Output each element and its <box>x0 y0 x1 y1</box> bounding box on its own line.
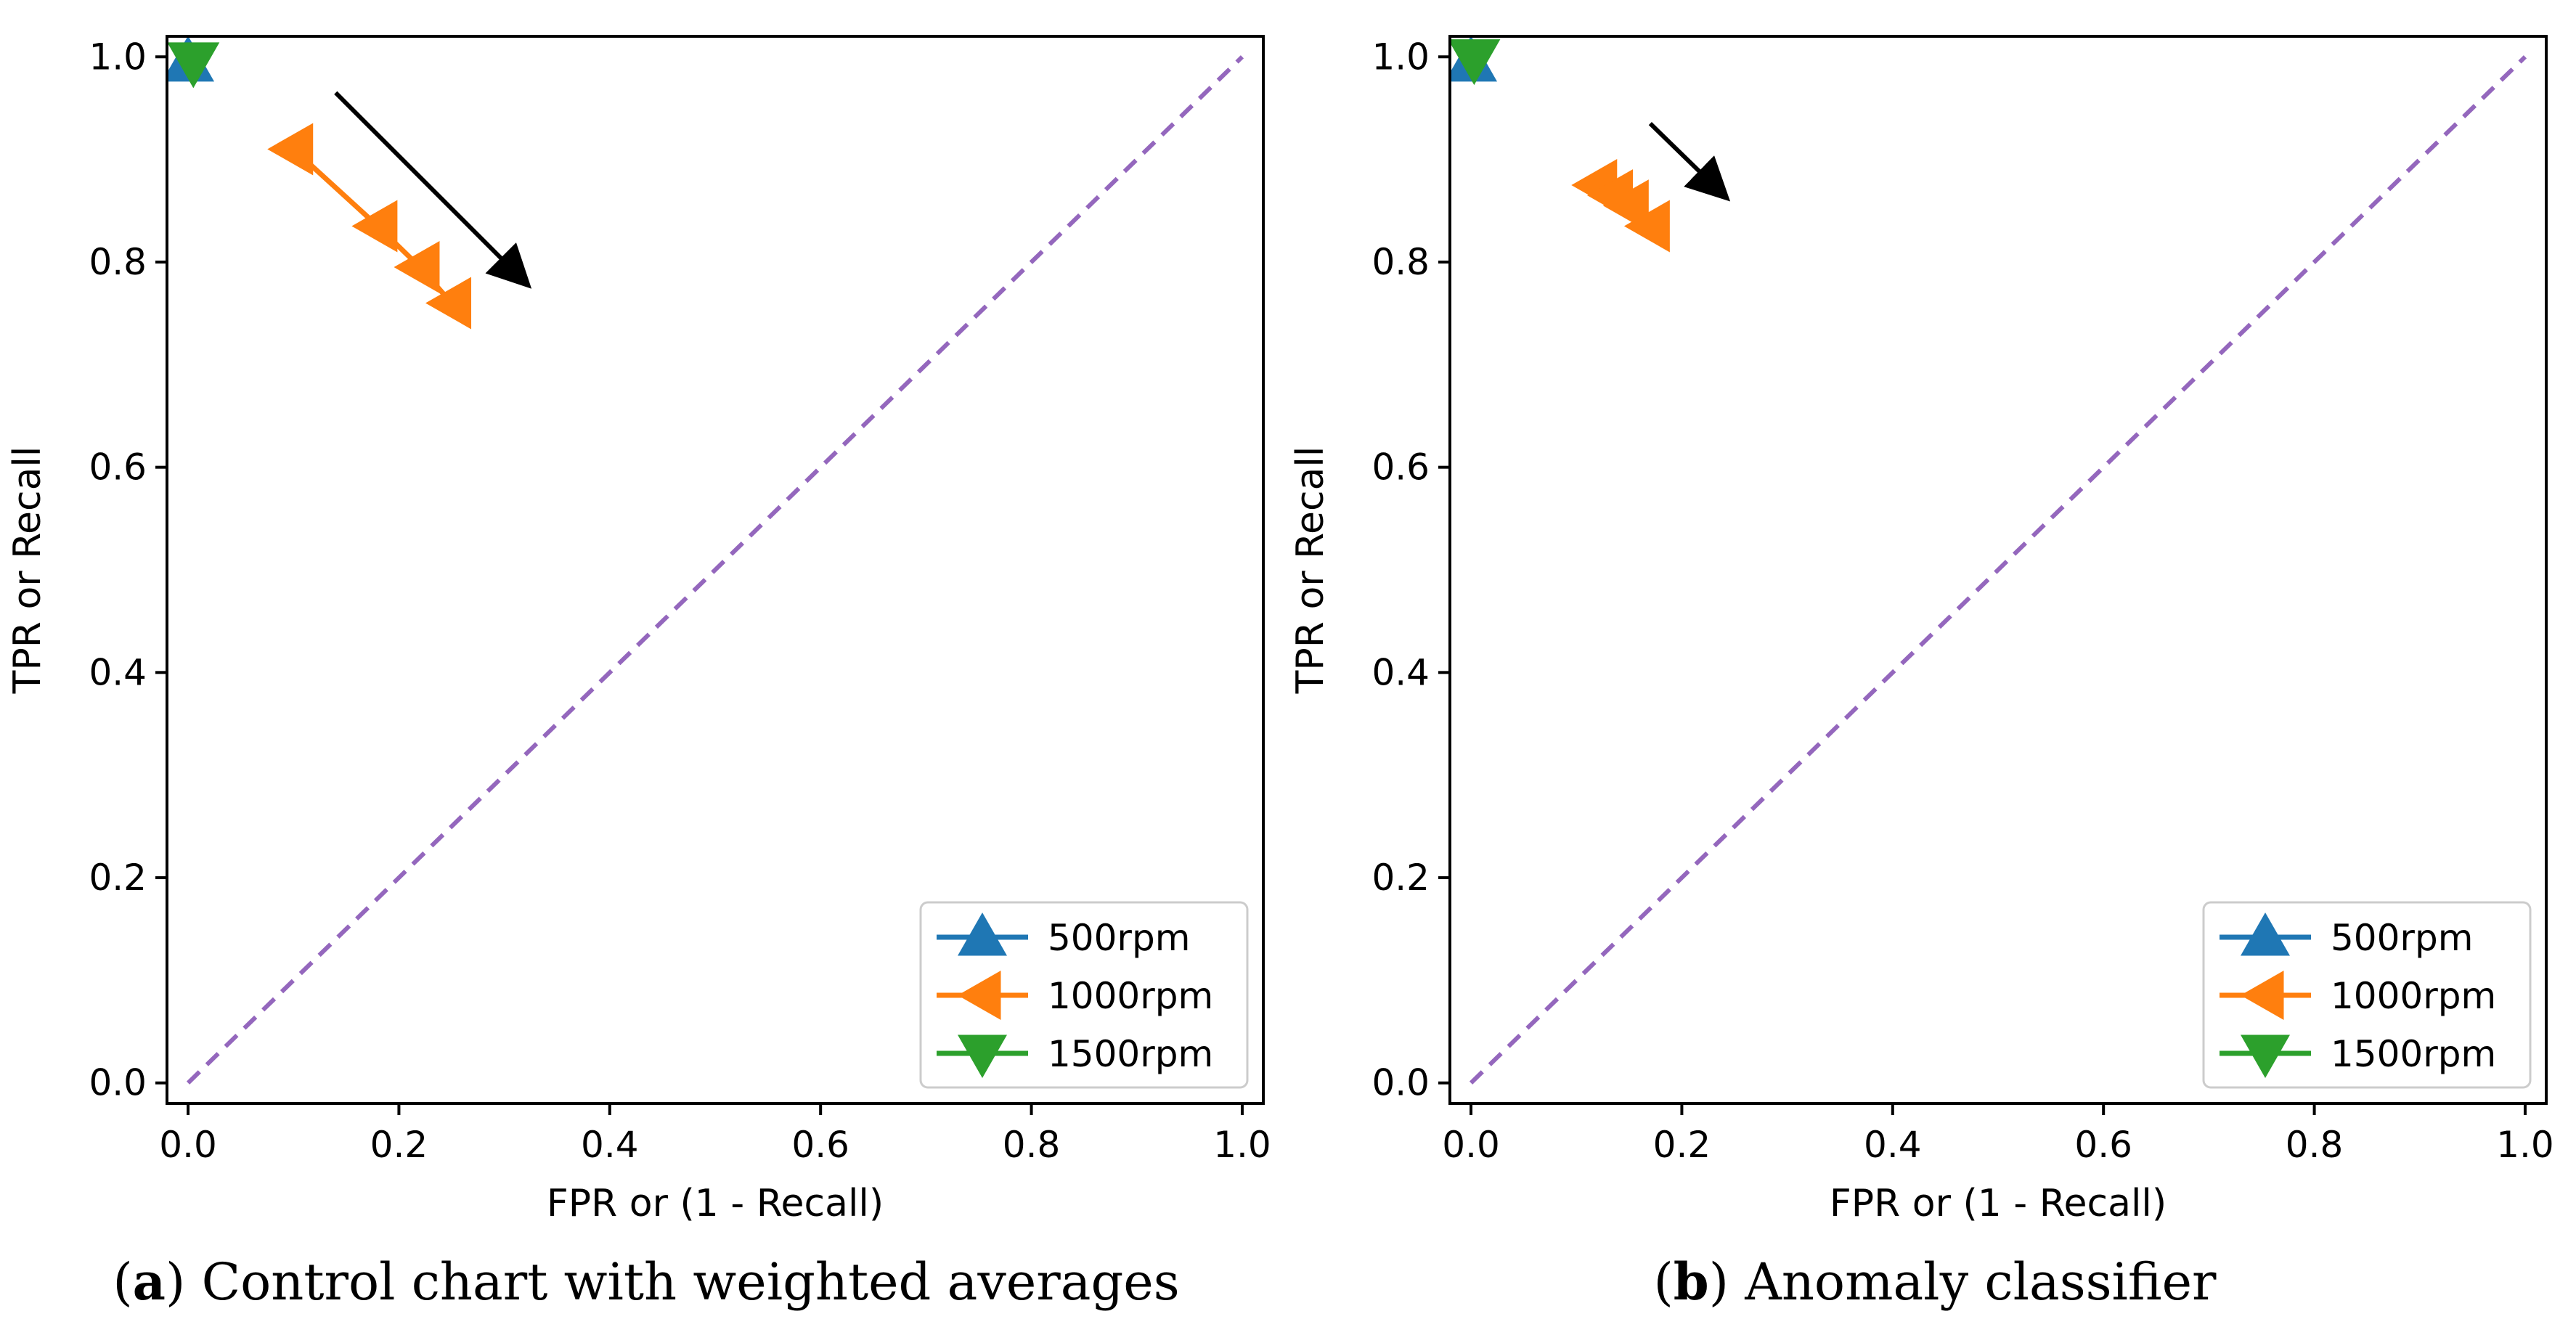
panel-a-legend-marker-500rpm <box>958 913 1007 956</box>
panel-b-x-axis-label: FPR or (1 - Recall) <box>1830 1182 2167 1225</box>
panel-a-point-1000rpm-1 <box>351 200 398 253</box>
panel-b-legend-label-1500rpm: 1500rpm <box>2331 1033 2496 1075</box>
panel-b-x-tick-label-4: 0.8 <box>2286 1124 2344 1166</box>
panel-a-y-tick-label-0: 0.0 <box>89 1062 147 1104</box>
panel-b-legend: 500rpm 1000rpm 1500rpm <box>2202 901 2532 1089</box>
panel-a-point-1000rpm-0 <box>267 123 314 176</box>
caption-a-text: Control chart with weighted averages <box>185 1252 1179 1312</box>
panel-a-y-tick-label-3: 0.6 <box>89 446 147 489</box>
panel-b-y-tick-label-2: 0.4 <box>1371 651 1430 693</box>
panel-a-x-tick-label-0: 0.0 <box>159 1124 217 1166</box>
panel-a-x-tick-label-1: 0.2 <box>370 1124 428 1166</box>
panel-b-legend-marker-1500rpm <box>2241 1034 2290 1078</box>
panel-a-y-tick-label-5: 1.0 <box>89 36 147 78</box>
panel-b-y-axis-label: TPR or Recall <box>1289 446 1332 695</box>
panel-a-legend-marker-1500rpm <box>958 1034 1007 1078</box>
panel-a-y-tick-label-1: 0.2 <box>89 857 147 899</box>
panel-b-y-tick-label-5: 1.0 <box>1371 36 1430 78</box>
panel-a-point-1500rpm-0 <box>167 42 220 89</box>
panel-b-x-tick-label-0: 0.0 <box>1442 1124 1500 1166</box>
panel-b-data-layer <box>1450 36 1670 253</box>
caption-b-text: Anomaly classifier <box>1729 1252 2217 1312</box>
panel-a-diagonal-line <box>186 55 1244 1085</box>
panel-a-legend: 500rpm 1000rpm 1500rpm <box>919 901 1249 1089</box>
chart-panel-a: 0.0 0.2 0.4 0.6 0.8 1.0 0.0 0.2 0.4 0.6 0.8 1.0 FPR … <box>6 35 1271 1225</box>
panel-a-legend-label-1000rpm: 1000rpm <box>1048 975 1213 1017</box>
panel-a-legend-marker-1000rpm <box>958 971 1001 1020</box>
panel-b-point-1000rpm-3 <box>1623 200 1670 253</box>
panel-b-x-tick-label-1: 0.2 <box>1653 1124 1711 1166</box>
panel-a-y-tick-label-4: 0.8 <box>89 241 147 283</box>
panel-a-point-1000rpm-2 <box>394 241 440 294</box>
panel-b-y-tick-label-3: 0.6 <box>1371 446 1430 489</box>
panel-b-trend-arrow <box>1648 121 1731 202</box>
caption-a: (a) Control chart with weighted averages <box>113 1252 1179 1312</box>
panel-a-data-layer <box>167 36 472 330</box>
panel-b-y-tick-label-1: 0.2 <box>1371 857 1430 899</box>
panel-a-axes-frame <box>166 35 1265 1105</box>
panel-a-trend-arrow <box>334 91 532 289</box>
panel-b-legend-marker-1000rpm <box>2241 971 2284 1020</box>
panel-b-legend-marker-500rpm <box>2241 913 2290 956</box>
panel-a-x-tick-label-3: 0.6 <box>791 1124 849 1166</box>
panel-a-x-tick-label-2: 0.4 <box>581 1124 639 1166</box>
panel-a-point-1000rpm-3 <box>425 277 472 330</box>
panel-a-legend-label-1500rpm: 1500rpm <box>1048 1033 1213 1075</box>
panel-a-legend-label-500rpm: 500rpm <box>1048 917 1190 959</box>
panel-b-x-tick-label-5: 1.0 <box>2496 1124 2554 1166</box>
panel-a-x-tick-label-5: 1.0 <box>1213 1124 1271 1166</box>
panel-b-diagonal-line <box>1469 55 2527 1085</box>
caption-b: (b) Anomaly classifier <box>1653 1252 2217 1312</box>
panel-a-y-axis-label: TPR or Recall <box>6 446 49 695</box>
panel-b-x-tick-label-2: 0.4 <box>1864 1124 1922 1166</box>
chart-panel-b: 0.0 0.2 0.4 0.6 0.8 1.0 0.0 0.2 0.4 0.6 0.8 1.0 FPR … <box>1289 35 2554 1225</box>
caption-a-letter: a <box>133 1252 166 1312</box>
panel-b-y-tick-label-4: 0.8 <box>1371 241 1430 283</box>
panel-b-axes-frame <box>1448 35 2548 1105</box>
panel-a-x-axis-label: FPR or (1 - Recall) <box>547 1182 884 1225</box>
panel-b-legend-label-500rpm: 500rpm <box>2331 917 2473 959</box>
panel-b-point-1500rpm-0 <box>1450 39 1501 86</box>
panel-a-y-tick-label-2: 0.4 <box>89 651 147 693</box>
panel-a-x-tick-label-4: 0.8 <box>1003 1124 1061 1166</box>
panel-b-x-tick-label-3: 0.6 <box>2074 1124 2132 1166</box>
panel-b-y-tick-label-0: 0.0 <box>1371 1062 1430 1104</box>
caption-b-letter: b <box>1674 1252 1709 1312</box>
panel-b-legend-label-1000rpm: 1000rpm <box>2331 975 2496 1017</box>
